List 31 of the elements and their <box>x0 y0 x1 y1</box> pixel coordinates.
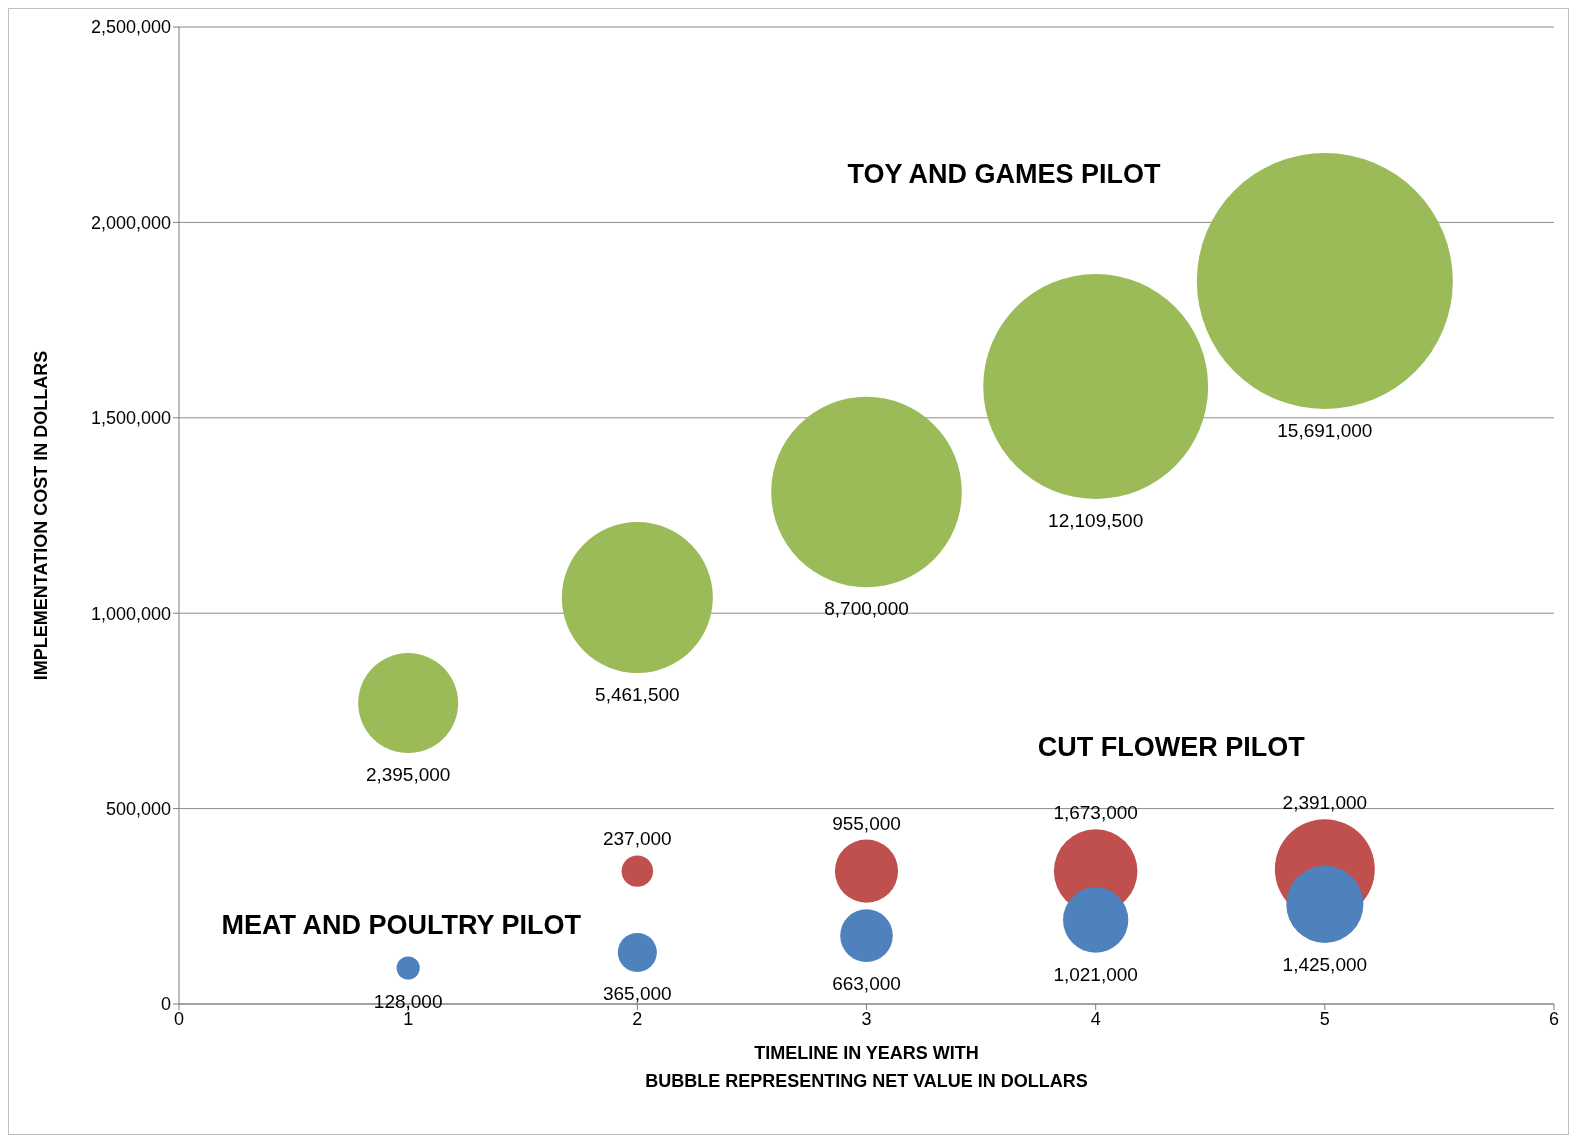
y-tick-label: 1,500,000 <box>90 408 171 429</box>
y-tick-label: 2,500,000 <box>90 17 171 38</box>
data-label: 955,000 <box>832 812 901 834</box>
x-axis-title: TIMELINE IN YEARS WITH BUBBLE REPRESENTING NET VALUE IN DOLLARS <box>645 1043 1088 1091</box>
data-label: 237,000 <box>602 828 672 850</box>
data-label: 15,691,000 <box>1277 420 1373 442</box>
data-label: 365,000 <box>602 982 672 1004</box>
data-label: 8,700,000 <box>824 598 909 620</box>
data-label: 2,395,000 <box>365 764 451 786</box>
data-label: 663,000 <box>832 972 901 994</box>
x-tick-label: 0 <box>173 1008 185 1029</box>
data-label: 1,425,000 <box>1282 953 1368 975</box>
data-label: 128,000 <box>373 990 443 1012</box>
series-label: MEAT AND POULTRY PILOT <box>221 909 582 940</box>
y-axis-title: IMPLEMENTATION COST IN DOLLARS <box>31 350 52 681</box>
data-label: 12,109,500 <box>1048 509 1144 531</box>
x-tick-label: 6 <box>1548 1008 1560 1029</box>
text: TOY AND GAMES PILOT <box>847 159 1162 190</box>
x-tick-label: 4 <box>1090 1008 1101 1029</box>
data-label: 2,391,000 <box>1282 792 1368 814</box>
x-tick-label: 2 <box>632 1008 643 1029</box>
text: CUT FLOWER PILOT <box>1037 731 1306 762</box>
y-tick-label: 2,000,000 <box>90 212 171 233</box>
data-label: 5,461,500 <box>595 684 680 706</box>
x-tick-label: 5 <box>1319 1008 1330 1029</box>
y-tick-label: 0 <box>160 994 171 1015</box>
data-label: 1,673,000 <box>1053 802 1138 824</box>
y-tick-label: 500,000 <box>105 798 171 819</box>
y-tick-label: 1,000,000 <box>90 603 171 624</box>
x-tick-label: 3 <box>861 1008 872 1029</box>
data-label: 1,021,000 <box>1053 963 1138 985</box>
